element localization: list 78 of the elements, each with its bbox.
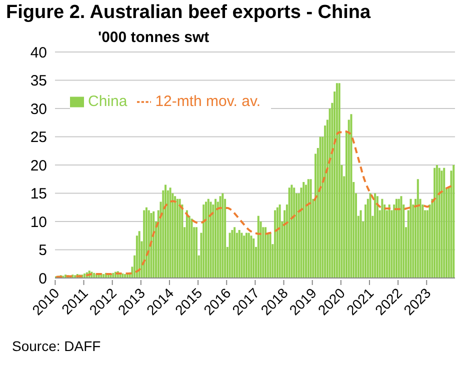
- bar: [443, 168, 446, 278]
- bar: [148, 210, 150, 278]
- bar: [319, 136, 322, 278]
- y-tick-label: 40: [30, 44, 47, 62]
- bar: [400, 196, 402, 278]
- bar: [398, 198, 400, 278]
- bar: [269, 232, 272, 278]
- bar: [350, 114, 352, 278]
- bar: [369, 193, 372, 278]
- bar: [195, 227, 198, 278]
- y-axis-title: '000 tonnes swt: [98, 29, 210, 46]
- bar: [207, 198, 210, 278]
- bar: [278, 204, 281, 278]
- bar: [186, 210, 188, 278]
- bar: [243, 236, 246, 278]
- bar: [302, 182, 305, 278]
- y-tick-label: 20: [30, 157, 47, 174]
- y-tick-label: 10: [30, 214, 47, 231]
- bar: [290, 184, 293, 278]
- legend-label: China: [88, 93, 128, 110]
- bar: [248, 232, 250, 278]
- y-tick-label: 35: [30, 72, 47, 90]
- bar: [143, 210, 146, 278]
- bar: [190, 218, 193, 278]
- bar: [360, 210, 362, 278]
- bar: [202, 204, 205, 278]
- bar: [336, 83, 338, 278]
- bar: [276, 207, 278, 278]
- bar: [231, 230, 234, 278]
- y-tick-label: 25: [30, 129, 47, 146]
- bar: [338, 83, 340, 278]
- legend-label: 12-mth mov. av.: [155, 93, 261, 110]
- bar: [228, 232, 231, 278]
- bar: [374, 193, 376, 278]
- bar: [238, 230, 240, 278]
- bar: [395, 198, 398, 278]
- y-tick-label: 5: [38, 242, 47, 260]
- bar: [250, 236, 252, 278]
- bar: [169, 188, 172, 278]
- bar: [150, 213, 152, 278]
- bar: [219, 196, 222, 278]
- bar: [440, 170, 443, 278]
- bar: [381, 198, 384, 278]
- bar: [252, 238, 255, 278]
- bar: [416, 179, 419, 278]
- bar: [222, 193, 224, 278]
- bar: [274, 210, 276, 278]
- bar: [240, 232, 243, 278]
- bar: [410, 198, 412, 278]
- source-note: Source: DAFF: [12, 338, 101, 354]
- bar: [288, 188, 290, 278]
- bar: [376, 196, 378, 278]
- y-tick-label: 0: [38, 270, 47, 288]
- y-tick-label: 15: [30, 186, 47, 203]
- y-tick-label: 30: [30, 100, 47, 118]
- bar: [434, 168, 436, 278]
- bar: [174, 196, 176, 278]
- bar: [293, 188, 296, 278]
- bar: [452, 165, 455, 278]
- bar: [264, 227, 267, 278]
- bar: [307, 179, 310, 278]
- bar: [178, 198, 181, 278]
- bar: [257, 216, 260, 278]
- bar: [164, 184, 167, 278]
- chart-title: Figure 2. Australian beef exports - China: [6, 2, 371, 24]
- bar: [205, 202, 207, 278]
- bar: [138, 231, 140, 278]
- bar: [152, 211, 155, 278]
- bar: [388, 204, 390, 278]
- bar: [210, 202, 212, 278]
- bar: [145, 207, 148, 278]
- bar: [438, 168, 440, 278]
- bar: [214, 198, 217, 278]
- bar: [176, 198, 178, 278]
- bar: [245, 232, 248, 278]
- bar: [234, 227, 236, 278]
- bar: [436, 165, 438, 278]
- bar: [310, 179, 312, 278]
